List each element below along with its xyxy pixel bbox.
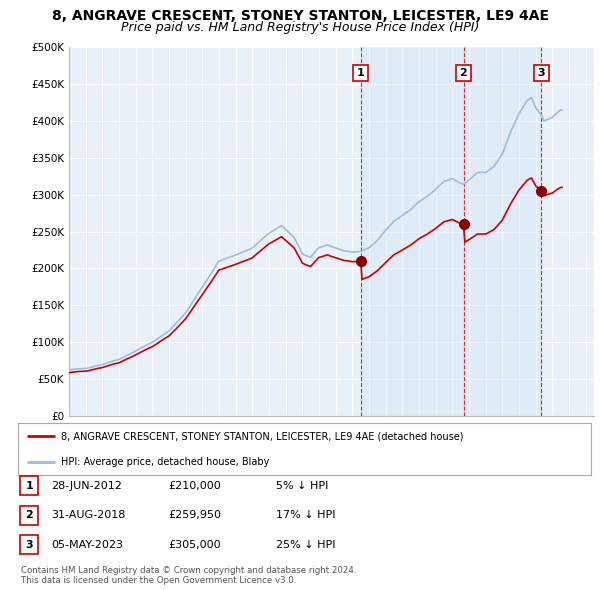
Text: 1: 1 [26, 481, 33, 490]
Text: 8, ANGRAVE CRESCENT, STONEY STANTON, LEICESTER, LE9 4AE: 8, ANGRAVE CRESCENT, STONEY STANTON, LEI… [52, 9, 548, 23]
Text: £305,000: £305,000 [168, 540, 221, 549]
Text: Price paid vs. HM Land Registry's House Price Index (HPI): Price paid vs. HM Land Registry's House … [121, 21, 479, 34]
Bar [361, 47, 541, 416]
Text: HPI: Average price, detached house, Blaby: HPI: Average price, detached house, Blab… [61, 457, 269, 467]
Text: 2: 2 [26, 510, 33, 520]
Text: Contains HM Land Registry data © Crown copyright and database right 2024.
This d: Contains HM Land Registry data © Crown c… [21, 566, 356, 585]
Text: 8, ANGRAVE CRESCENT, STONEY STANTON, LEICESTER, LE9 4AE (detached house): 8, ANGRAVE CRESCENT, STONEY STANTON, LEI… [61, 431, 463, 441]
Text: 25% ↓ HPI: 25% ↓ HPI [276, 540, 335, 549]
Text: 28-JUN-2012: 28-JUN-2012 [51, 481, 122, 490]
Text: £210,000: £210,000 [168, 481, 221, 490]
Text: 3: 3 [26, 540, 33, 549]
Text: 05-MAY-2023: 05-MAY-2023 [51, 540, 123, 549]
Text: £259,950: £259,950 [168, 510, 221, 520]
Text: 2: 2 [460, 68, 467, 78]
Text: 17% ↓ HPI: 17% ↓ HPI [276, 510, 335, 520]
Text: 3: 3 [538, 68, 545, 78]
Text: 31-AUG-2018: 31-AUG-2018 [51, 510, 125, 520]
Text: 1: 1 [357, 68, 365, 78]
Text: 5% ↓ HPI: 5% ↓ HPI [276, 481, 328, 490]
